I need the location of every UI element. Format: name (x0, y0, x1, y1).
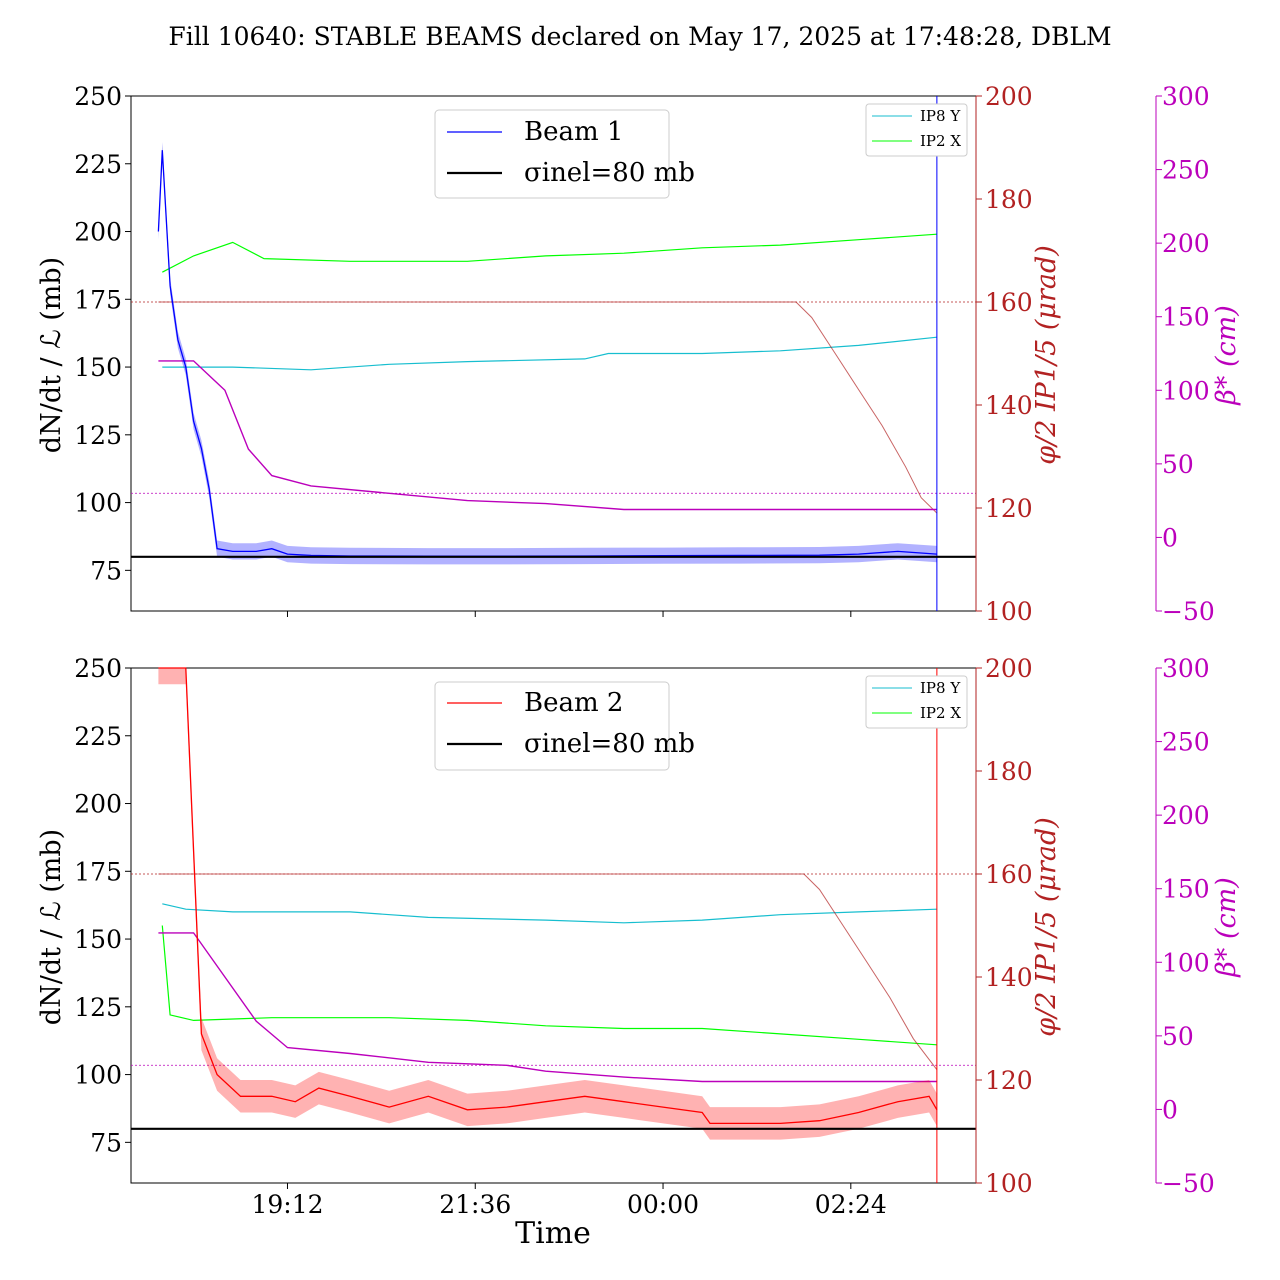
right-tick-label: −50 (1162, 1169, 1215, 1198)
series-ip8-y (162, 336, 937, 371)
mid-tick-label: 200 (985, 654, 1033, 683)
right-tick-label: 100 (1162, 376, 1210, 405)
ylabel-right: β* (cm) (1211, 305, 1242, 405)
series-beam (158, 667, 938, 1125)
legend-main: Beam 1 σinel=80 mb (434, 109, 695, 199)
left-tick-label: 175 (74, 857, 122, 886)
legend-ip2x-label: IP2 X (920, 132, 961, 150)
left-tick-label: 100 (74, 489, 122, 518)
left-tick-label: 125 (74, 993, 122, 1022)
legend-secondary: IP8 Y IP2 X (865, 675, 968, 729)
mid-tick-label: 100 (985, 1169, 1033, 1198)
mid-tick-label: 100 (985, 597, 1033, 626)
right-tick-label: 50 (1162, 1022, 1194, 1051)
ylabel-right: β* (cm) (1211, 877, 1242, 977)
x-tick-label: 00:00 (627, 1190, 699, 1219)
chart-title: Fill 10640: STABLE BEAMS declared on May… (168, 22, 1111, 51)
right-tick-label: 300 (1162, 654, 1210, 683)
right-tick-label: 0 (1162, 523, 1178, 552)
panel-beam-1: 75 100 125 150 175 200 225 250 100 120 140 160 180 2… (36, 82, 1242, 626)
mid-tick-label: 120 (985, 494, 1033, 523)
right-tick-label: 300 (1162, 82, 1210, 111)
right-tick-label: −50 (1162, 597, 1215, 626)
left-tick-label: 250 (74, 654, 122, 683)
left-tick-label: 200 (74, 790, 122, 819)
ylabel-left: dN/dt / ℒ (mb) (36, 257, 67, 453)
mid-tick-label: 180 (985, 185, 1033, 214)
legend-sigma-label: σinel=80 mb (524, 729, 695, 759)
series-beam (157, 150, 937, 557)
svg-text:β* (cm): β* (cm) (1211, 877, 1242, 977)
ylabel-left: dN/dt / ℒ (mb) (36, 829, 67, 1025)
legend-ip8y-label: IP8 Y (920, 679, 961, 697)
svg-text:β* (cm): β* (cm) (1211, 305, 1242, 405)
right-tick-label: 150 (1162, 875, 1210, 904)
left-tick-label: 150 (74, 925, 122, 954)
panel-beam-2: 75 100 125 150 175 200 225 250 100 120 140 160 180 2… (36, 654, 1242, 1219)
series-beta-star (158, 932, 937, 1083)
left-tick-label: 225 (74, 150, 122, 179)
left-tick-label: 225 (74, 722, 122, 751)
beta-star-axis: −50 0 50 100 150 200 250 300 (1155, 654, 1215, 1198)
series-group (131, 667, 976, 1183)
right-tick-label: 50 (1162, 450, 1194, 479)
left-tick-label: 100 (74, 1061, 122, 1090)
svg-text:dN/dt / ℒ (mb): dN/dt / ℒ (mb) (36, 257, 67, 453)
left-tick-label: 150 (74, 353, 122, 382)
right-tick-label: 200 (1162, 801, 1210, 830)
right-tick-label: 250 (1162, 728, 1210, 757)
beta-star-axis: −50 0 50 100 150 200 250 300 (1155, 82, 1215, 626)
left-axis-ticks: 75 100 125 150 175 200 225 250 (74, 654, 131, 1157)
svg-text:φ/2 IP1/5 (μrad): φ/2 IP1/5 (μrad) (1031, 817, 1062, 1037)
legend-main: Beam 2 σinel=80 mb (434, 681, 695, 771)
left-axis-ticks: 75 100 125 150 175 200 225 250 (74, 82, 131, 585)
mid-tick-label: 180 (985, 757, 1033, 786)
svg-text:φ/2 IP1/5 (μrad): φ/2 IP1/5 (μrad) (1031, 245, 1062, 465)
series-ip2-x (161, 925, 937, 1046)
left-tick-label: 250 (74, 82, 122, 111)
ylabel-mid: φ/2 IP1/5 (μrad) (1031, 245, 1062, 465)
right-tick-label: 0 (1162, 1095, 1178, 1124)
x-tick-label: 02:24 (815, 1190, 887, 1219)
x-axis-ticks: 19:12 21:36 00:00 02:24 (251, 1183, 887, 1219)
legend-ip8y-label: IP8 Y (920, 107, 961, 125)
mid-tick-label: 160 (985, 860, 1033, 889)
legend-secondary: IP8 Y IP2 X (865, 103, 968, 157)
mid-tick-label: 200 (985, 82, 1033, 111)
right-tick-label: 200 (1162, 229, 1210, 258)
legend-sigma-label: σinel=80 mb (524, 158, 695, 188)
legend-beam-label: Beam 2 (524, 688, 623, 718)
right-tick-label: 150 (1162, 303, 1210, 332)
left-tick-label: 75 (90, 556, 122, 585)
mid-tick-label: 160 (985, 288, 1033, 317)
mid-tick-label: 140 (985, 391, 1033, 420)
right-tick-label: 250 (1162, 156, 1210, 185)
x-axis-label: Time (515, 1216, 591, 1251)
series-crossing-angle (158, 873, 938, 1071)
series-beta-star (158, 360, 937, 511)
mid-tick-label: 120 (985, 1066, 1033, 1095)
crossing-angle-axis: 100 120 140 160 180 200 (975, 654, 1033, 1198)
legend-beam-label: Beam 1 (524, 117, 623, 147)
legend-ip2x-label: IP2 X (920, 704, 961, 722)
crossing-angle-axis: 100 120 140 160 180 200 (975, 82, 1033, 626)
x-tick-label: 21:36 (439, 1190, 511, 1219)
x-axis-ticks (286, 611, 852, 617)
series-crossing-angle (158, 301, 938, 514)
mid-tick-label: 140 (985, 963, 1033, 992)
left-tick-label: 125 (74, 421, 122, 450)
left-tick-label: 75 (90, 1128, 122, 1157)
right-tick-label: 100 (1162, 948, 1210, 977)
ylabel-mid: φ/2 IP1/5 (μrad) (1031, 817, 1062, 1037)
series-ip2-x (162, 233, 937, 273)
left-tick-label: 200 (74, 218, 122, 247)
svg-text:dN/dt / ℒ (mb): dN/dt / ℒ (mb) (36, 829, 67, 1025)
x-tick-label: 19:12 (251, 1190, 323, 1219)
left-tick-label: 175 (74, 285, 122, 314)
beam-uncertainty-band (158, 142, 937, 565)
series-ip8-y (162, 903, 937, 924)
series-group (131, 96, 976, 611)
